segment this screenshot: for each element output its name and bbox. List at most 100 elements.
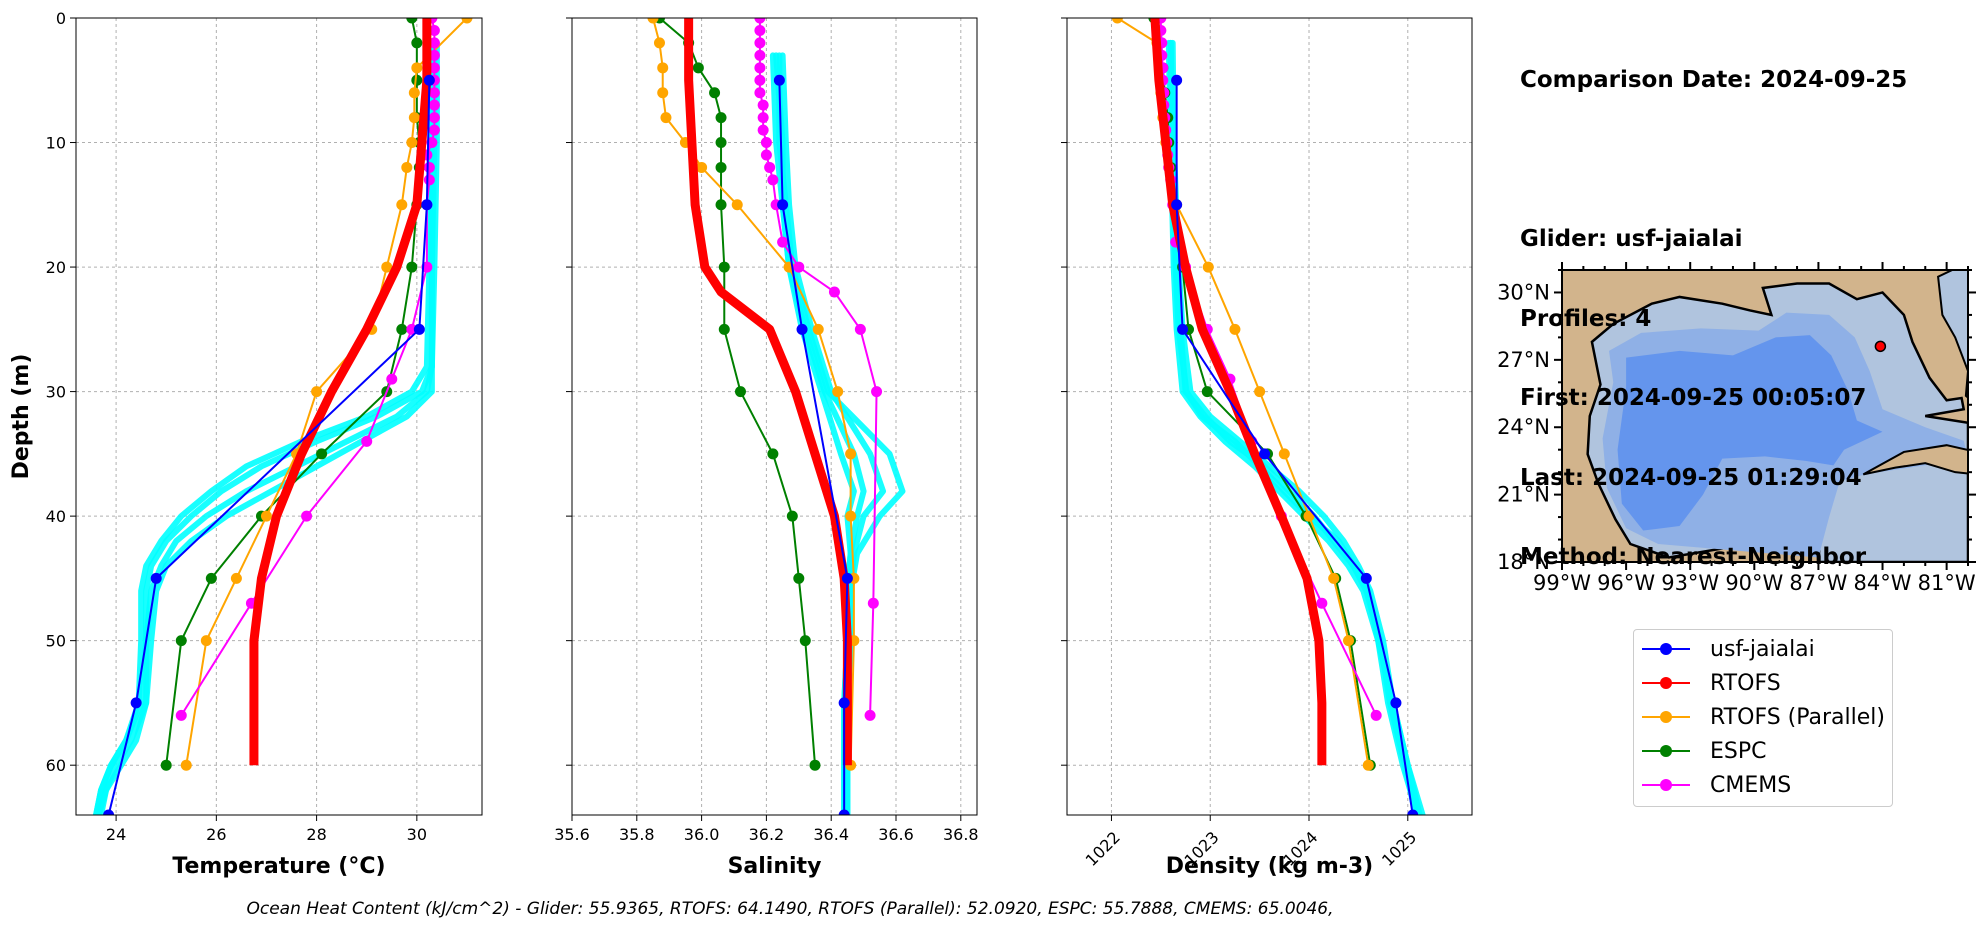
data-point — [406, 137, 418, 149]
data-point — [1362, 759, 1374, 771]
data-point — [411, 62, 423, 74]
legend-swatch — [1642, 775, 1690, 795]
x-tick-label: 36.6 — [878, 825, 914, 844]
data-point — [423, 174, 435, 186]
x-tick-label: 36.8 — [943, 825, 979, 844]
data-point — [864, 709, 876, 721]
chart-panel-1: 24 26 28 30 0 10 20 30 40 50 60 Temperature (°C) Dep… — [9, 9, 483, 879]
data-point — [754, 74, 766, 86]
legend-label: usf-jaialai — [1710, 636, 1815, 662]
x-tick-label: 24 — [106, 825, 126, 844]
data-point — [423, 74, 435, 86]
legend-swatch — [1642, 741, 1690, 761]
data-point — [715, 137, 727, 149]
x-tick-label: 28 — [306, 825, 326, 844]
data-point — [796, 323, 808, 335]
data-point — [421, 199, 433, 211]
data-point — [1390, 697, 1402, 709]
data-point — [653, 37, 665, 49]
data-point — [160, 759, 172, 771]
data-point — [396, 323, 408, 335]
x-axis-label: Density (kg m-3) — [1166, 854, 1374, 879]
data-point — [180, 759, 192, 771]
x-tick-label: 36.4 — [813, 825, 849, 844]
legend-swatch — [1642, 639, 1690, 659]
y-tick-label: 10 — [46, 134, 66, 153]
y-tick-label: 40 — [46, 507, 66, 526]
x-axis-label: Salinity — [728, 854, 822, 879]
data-point — [408, 87, 420, 99]
data-point — [754, 18, 766, 24]
data-point — [200, 635, 212, 647]
glider-location-marker — [1874, 340, 1887, 353]
profile-count: Profiles: 4 — [1520, 305, 1652, 332]
map-lon-label: 90°W — [1725, 571, 1783, 595]
data-point — [130, 697, 142, 709]
data-point — [423, 161, 435, 173]
data-point — [777, 199, 789, 211]
axes-frame — [1066, 17, 1473, 816]
data-point — [175, 635, 187, 647]
data-point — [754, 87, 766, 99]
data-point — [103, 809, 115, 815]
data-point — [260, 510, 272, 522]
data-point — [838, 809, 850, 815]
data-point — [647, 18, 659, 24]
series-line — [1150, 18, 1327, 766]
data-point — [764, 161, 776, 173]
series-usf-jaialai — [103, 74, 435, 815]
series-usf-jaialai — [1171, 74, 1419, 815]
data-point — [428, 49, 440, 61]
axes-frame — [571, 17, 978, 816]
data-point — [411, 74, 423, 86]
data-point — [657, 87, 669, 99]
data-point — [760, 149, 772, 161]
data-point — [1202, 261, 1214, 273]
data-point — [718, 261, 730, 273]
data-point — [734, 386, 746, 398]
data-point — [809, 759, 821, 771]
map-lon-label: 84°W — [1854, 571, 1912, 595]
data-point — [660, 112, 672, 124]
data-point — [715, 161, 727, 173]
plot-area — [647, 18, 906, 815]
map-lon-label: 81°W — [1918, 571, 1976, 595]
data-point — [760, 137, 772, 149]
data-point — [428, 99, 440, 111]
data-point — [1171, 74, 1183, 86]
data-point — [754, 62, 766, 74]
y-tick-label: 60 — [46, 756, 66, 775]
data-point — [731, 199, 743, 211]
series-rtofs — [1150, 18, 1327, 766]
legend-label: RTOFS (Parallel) — [1710, 704, 1885, 730]
data-point — [1259, 448, 1271, 460]
data-point — [381, 261, 393, 273]
data-point — [316, 448, 328, 460]
legend-item: RTOFS (Parallel) — [1642, 702, 1885, 732]
x-tick-label: 36.0 — [684, 825, 720, 844]
data-point — [150, 572, 162, 584]
data-point — [428, 24, 440, 36]
data-point — [401, 161, 413, 173]
raw-glider-profile — [1167, 39, 1419, 815]
data-point — [1360, 572, 1372, 584]
y-tick-label: 0 — [56, 9, 66, 28]
data-point — [871, 386, 883, 398]
map-lat-label: 27°N — [1497, 348, 1550, 372]
data-point — [301, 510, 313, 522]
data-point — [408, 112, 420, 124]
legend-item: RTOFS — [1642, 668, 1781, 698]
cuba — [1862, 444, 1968, 476]
data-point — [428, 87, 440, 99]
data-point — [777, 236, 789, 248]
data-point — [754, 37, 766, 49]
series-line — [778, 80, 849, 815]
data-point — [461, 18, 473, 24]
series-usf-jaialai — [773, 74, 853, 815]
data-point — [786, 510, 798, 522]
last-time: Last: 2024-09-25 01:29:04 — [1520, 464, 1862, 491]
series-espc — [653, 18, 821, 771]
data-point — [828, 286, 840, 298]
data-point — [311, 386, 323, 398]
